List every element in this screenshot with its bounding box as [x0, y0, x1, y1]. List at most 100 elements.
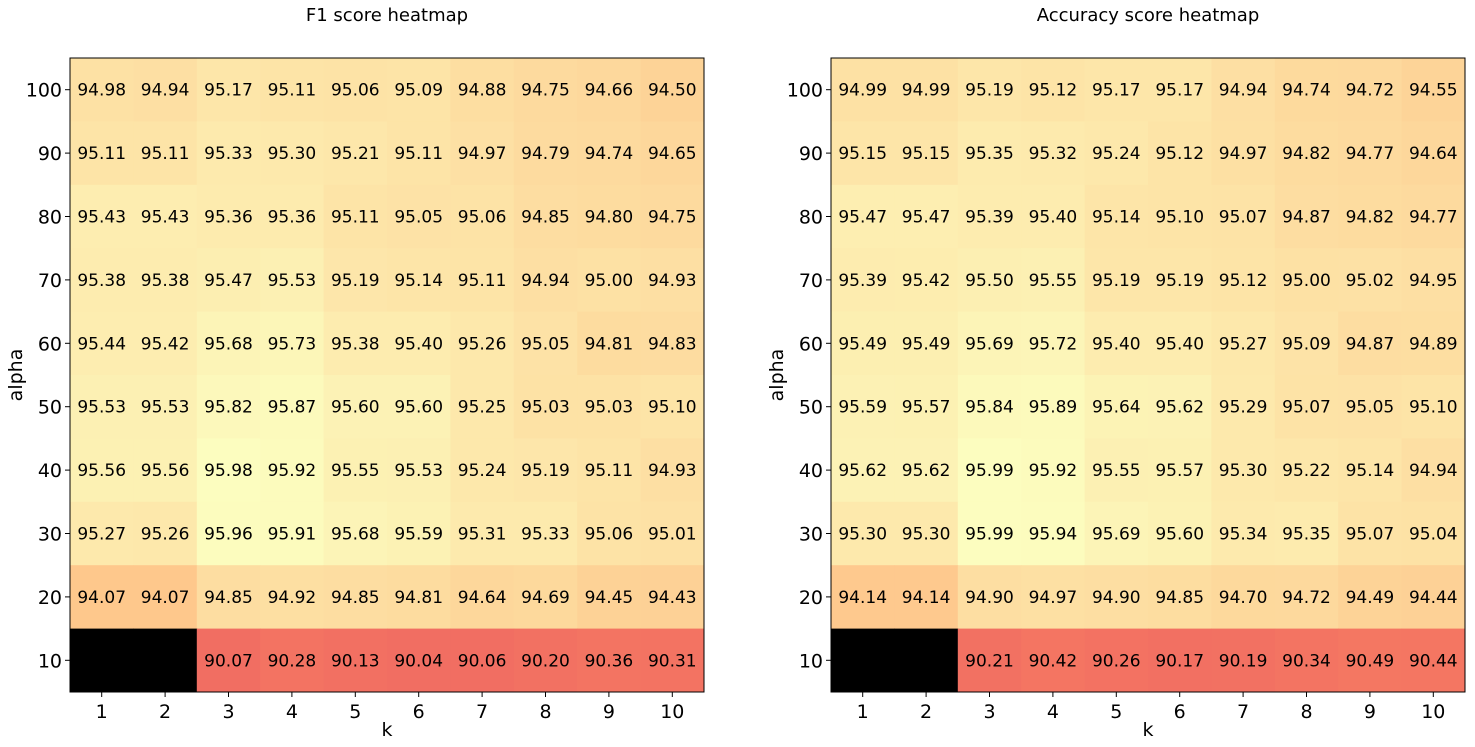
x-tick-label: 6	[1174, 701, 1186, 723]
x-tick-label: 1	[857, 701, 869, 723]
heatmap-cell	[196, 628, 261, 693]
cell-value-label: 95.14	[394, 271, 443, 291]
heatmap-cell	[1211, 565, 1276, 630]
y-tick-label: 60	[799, 333, 823, 355]
cell-value-label: 95.01	[648, 525, 697, 545]
heatmap-cell	[1401, 565, 1466, 630]
heatmap-cell	[957, 184, 1022, 249]
y-axis-label: alpha	[766, 349, 788, 402]
heatmap-cell	[1401, 501, 1466, 566]
cell-value-label: 90.26	[1092, 651, 1141, 671]
cell-value-label: 95.44	[77, 334, 126, 354]
heatmap-cell	[1401, 184, 1466, 249]
cell-value-label: 95.02	[1346, 271, 1395, 291]
cell-value-label: 94.95	[1409, 271, 1458, 291]
heatmap-cell	[450, 58, 515, 122]
cell-value-label: 95.89	[1029, 398, 1078, 418]
cell-value-label: 95.36	[204, 208, 253, 228]
cell-value-label: 95.17	[1155, 81, 1204, 101]
cell-value-label: 95.00	[585, 271, 634, 291]
cell-value-label: 95.11	[458, 271, 507, 291]
heatmap-cell	[640, 501, 705, 566]
x-tick-label: 8	[1300, 701, 1312, 723]
cell-value-label: 94.85	[204, 588, 253, 608]
heatmap-cell	[1401, 438, 1466, 503]
y-tick-label: 30	[799, 524, 823, 546]
heatmap-cell	[70, 121, 134, 186]
heatmap-cell	[196, 565, 261, 630]
cell-value-label: 95.05	[521, 334, 570, 354]
cell-value-label: 94.85	[521, 208, 570, 228]
y-tick-label: 100	[787, 80, 823, 102]
heatmap-cell	[70, 375, 134, 439]
heatmap-cell	[1148, 628, 1212, 693]
heatmap-cell	[957, 565, 1022, 630]
heatmap-cell	[1084, 438, 1149, 503]
cell-value-label: 94.64	[458, 588, 507, 608]
cell-value-label: 95.30	[1219, 461, 1268, 481]
cell-value-label: 90.19	[1219, 651, 1268, 671]
heatmap-cell	[577, 58, 642, 122]
cell-value-label: 94.81	[394, 588, 443, 608]
cell-value-label: 95.15	[838, 144, 887, 164]
cell-value-label: 94.90	[965, 588, 1014, 608]
cell-value-label: 94.80	[585, 208, 634, 228]
cell-value-label: 95.29	[1219, 398, 1268, 418]
heatmap-cell	[894, 184, 959, 249]
heatmap-cell	[1338, 248, 1403, 313]
heatmap-cell	[640, 628, 705, 693]
cell-value-label: 95.12	[1219, 271, 1268, 291]
heatmap-cell	[1148, 248, 1212, 313]
heatmap-cell	[387, 501, 451, 566]
cell-value-label: 95.73	[268, 334, 317, 354]
cell-value-label: 94.94	[521, 271, 570, 291]
heatmap-cell	[640, 121, 705, 186]
heatmap-cell	[831, 501, 895, 566]
cell-value-label: 95.19	[965, 81, 1014, 101]
cell-value-label: 95.87	[268, 398, 317, 418]
heatmap-cell	[450, 565, 515, 630]
heatmap-cell	[323, 121, 388, 186]
heatmap-cell	[894, 311, 959, 376]
heatmap-cell	[1338, 438, 1403, 503]
cell-value-label: 90.49	[1346, 651, 1395, 671]
cell-value-label: 95.94	[1029, 525, 1078, 545]
cell-value-label: 95.38	[331, 334, 380, 354]
heatmap-cell	[70, 311, 134, 376]
heatmap-cell	[323, 184, 388, 249]
heatmap-cell	[1211, 58, 1276, 122]
x-axis-label: k	[381, 719, 392, 741]
heatmap-cell	[831, 248, 895, 313]
cell-value-label: 95.22	[1282, 461, 1331, 481]
heatmap-cell	[1274, 438, 1339, 503]
cell-value-label: 95.10	[1409, 398, 1458, 418]
cell-value-label: 94.82	[1282, 144, 1331, 164]
cell-value-label: 95.15	[902, 144, 951, 164]
heatmap-cell	[831, 438, 895, 503]
x-tick-label: 7	[476, 701, 488, 723]
y-tick-label: 10	[799, 650, 823, 672]
cell-value-label: 90.07	[204, 651, 253, 671]
heatmap-cell	[260, 375, 325, 439]
heatmap-cell	[513, 565, 578, 630]
heatmap-cell	[196, 438, 261, 503]
cell-value-label: 94.99	[902, 81, 951, 101]
cell-value-label: 95.19	[521, 461, 570, 481]
x-tick-label: 8	[539, 701, 551, 723]
cell-value-label: 95.11	[77, 144, 126, 164]
cell-value-label: 95.96	[204, 525, 253, 545]
cell-value-label: 95.10	[648, 398, 697, 418]
cell-value-label: 90.44	[1409, 651, 1458, 671]
heatmap-cell	[133, 375, 198, 439]
heatmap-cell	[957, 438, 1022, 503]
cell-value-label: 95.39	[965, 208, 1014, 228]
heatmap-cell	[133, 184, 198, 249]
cell-value-label: 90.34	[1282, 651, 1331, 671]
heatmap-cell	[1211, 501, 1276, 566]
heatmap-cell	[1401, 248, 1466, 313]
cell-value-label: 95.11	[331, 208, 380, 228]
heatmap-cell	[1148, 121, 1212, 186]
cell-value-label: 95.64	[1092, 398, 1141, 418]
y-tick-label: 90	[799, 143, 823, 165]
cell-value-label: 95.31	[458, 525, 507, 545]
